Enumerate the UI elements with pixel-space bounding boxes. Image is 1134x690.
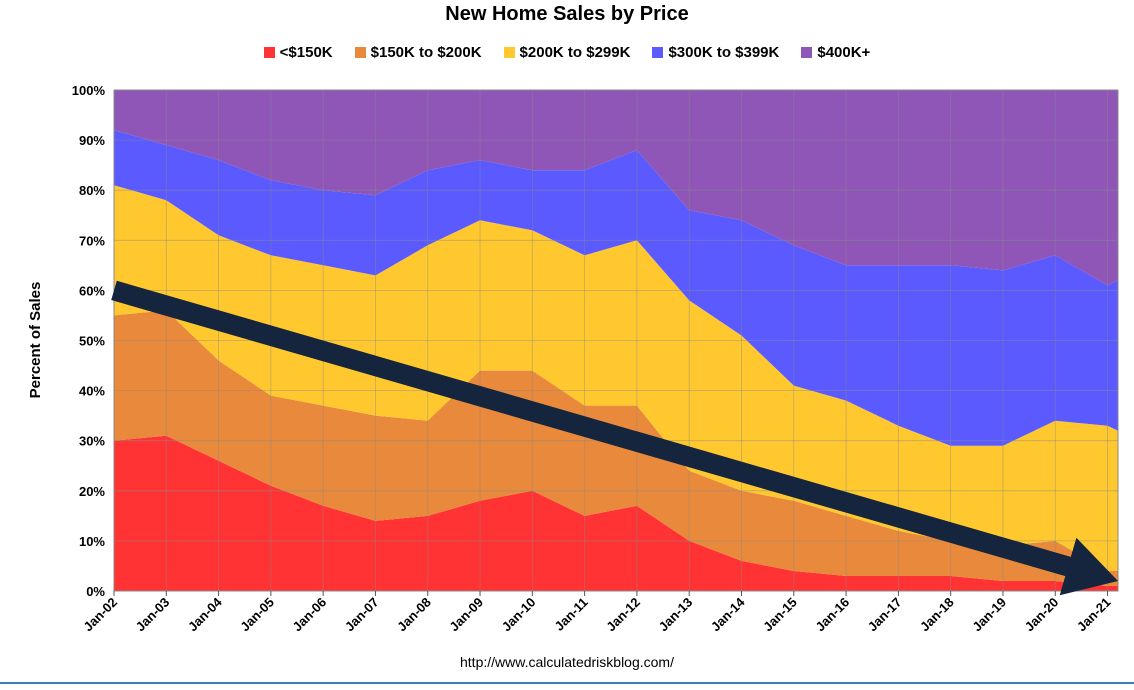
x-tick-label: Jan-16	[812, 595, 852, 635]
y-tick-label: 20%	[79, 484, 105, 499]
y-tick-label: 80%	[79, 183, 105, 198]
x-tick-label: Jan-06	[290, 595, 330, 635]
legend-item: $400K+	[801, 44, 870, 61]
area-series-1	[114, 310, 1118, 586]
y-tick-label: 40%	[79, 384, 105, 399]
plot-border	[113, 89, 1119, 592]
legend-label: $150K to $200K	[370, 44, 482, 61]
legend-swatch	[263, 47, 275, 58]
legend-item: <$150K	[263, 44, 333, 61]
y-tick-label: 60%	[79, 283, 105, 298]
y-tick-label: 70%	[79, 233, 105, 248]
y-tick-label: 100%	[72, 83, 106, 98]
x-tick-label: Jan-05	[237, 595, 277, 635]
legend-item: $200K to $299K	[503, 44, 631, 61]
legend-swatch	[503, 47, 515, 58]
y-axis-label: Percent of Sales	[27, 282, 44, 399]
y-tick-label: 50%	[79, 334, 105, 349]
area-series-group	[114, 90, 1118, 591]
x-tick-label: Jan-11	[552, 595, 591, 634]
legend-label: $200K to $299K	[519, 44, 631, 61]
x-tick-label: Jan-20	[1022, 595, 1062, 635]
legend: <$150K $150K to $200K $200K to $299K $30…	[0, 44, 1134, 61]
trend-arrow	[111, 280, 1118, 596]
x-tick-label: Jan-12	[603, 595, 643, 635]
legend-label: $300K to $399K	[668, 44, 780, 61]
x-tick-label: Jan-18	[917, 595, 957, 635]
x-tick-label: Jan-03	[133, 595, 173, 635]
x-tick-label: Jan-19	[969, 595, 1009, 635]
chart-title: New Home Sales by Price	[445, 3, 689, 25]
area-series-4	[114, 90, 1118, 286]
legend-swatch	[354, 47, 366, 58]
x-tick-label: Jan-15	[760, 595, 800, 635]
x-tick-label: Jan-04	[185, 594, 225, 634]
x-tick-label: Jan-02	[80, 595, 120, 635]
y-tick-label: 0%	[86, 584, 105, 599]
x-tick-label: Jan-13	[656, 595, 696, 635]
legend-swatch	[801, 47, 813, 58]
area-series-3	[114, 130, 1118, 446]
x-tick-label: Jan-10	[499, 595, 539, 635]
legend-swatch	[652, 47, 664, 58]
x-axis: Jan-02 Jan-03 Jan-04 Jan-05 Jan-06 Jan-07 Jan-…	[80, 591, 1114, 635]
legend-item: $150K to $200K	[354, 44, 482, 61]
x-tick-label: Jan-07	[342, 595, 382, 635]
divider	[0, 682, 1134, 684]
y-tick-label: 90%	[79, 133, 105, 148]
x-tick-label: Jan-17	[865, 595, 905, 635]
legend-label: $400K+	[817, 44, 871, 61]
y-axis: 0% 10% 20% 30% 40% 50% 60% 70% 80% 90% 100%	[72, 83, 106, 599]
source-url: http://www.calculatedriskblog.com/	[460, 654, 674, 670]
legend-label: <$150K	[279, 44, 333, 61]
y-tick-label: 30%	[79, 434, 105, 449]
x-tick-label: Jan-21	[1074, 595, 1114, 635]
area-series-0	[114, 435, 1118, 591]
y-tick-label: 10%	[79, 534, 105, 549]
legend-item: $300K to $399K	[652, 44, 779, 61]
trend-arrow-shape	[111, 280, 1118, 596]
x-tick-label: Jan-09	[446, 595, 486, 635]
x-tick-label: Jan-08	[394, 595, 434, 635]
x-tick-label: Jan-14	[708, 594, 748, 634]
area-series-2	[114, 185, 1118, 571]
